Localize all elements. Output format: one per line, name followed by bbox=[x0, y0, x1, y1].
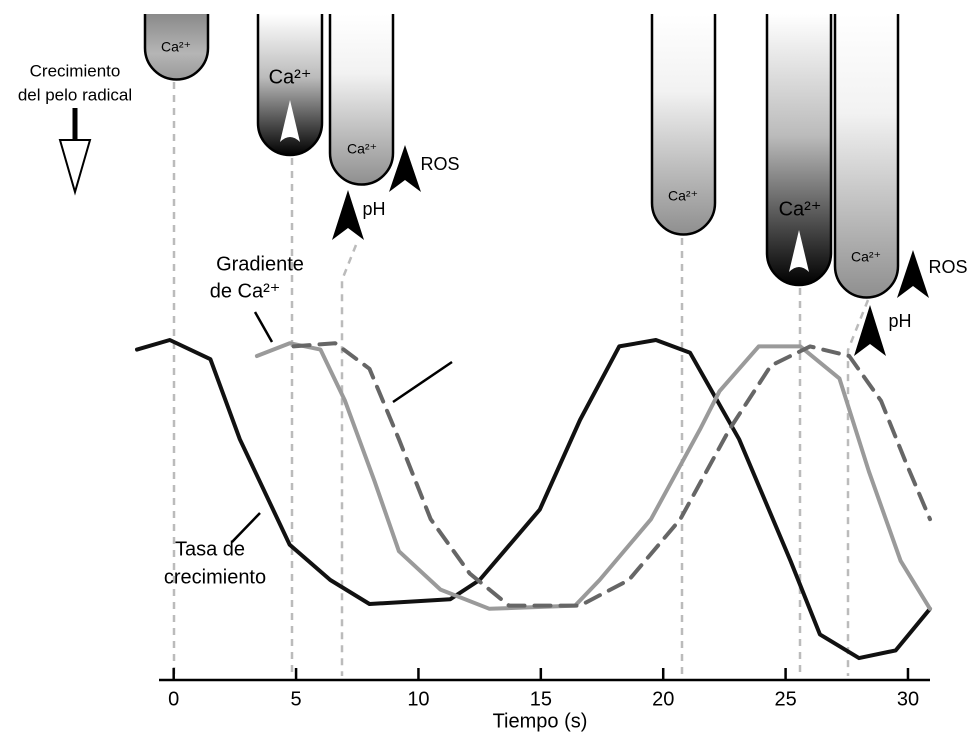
series-line bbox=[135, 338, 932, 661]
tube bbox=[833, 14, 900, 299]
pointer bbox=[231, 512, 261, 543]
pointer bbox=[392, 360, 453, 404]
tube-label: Ca²⁺ bbox=[347, 141, 377, 157]
rate-label: crecimiento bbox=[164, 566, 266, 588]
growth-label: del pelo radical bbox=[18, 85, 132, 104]
tube-label: Ca²⁺ bbox=[779, 198, 822, 220]
tip-arrow bbox=[280, 100, 300, 142]
ros-arrow bbox=[389, 145, 421, 192]
series-line bbox=[291, 341, 932, 608]
series-line bbox=[254, 341, 932, 611]
gradient-label: Gradiente bbox=[216, 253, 304, 275]
x-tick-label: 10 bbox=[407, 688, 429, 710]
x-tick-label: 30 bbox=[897, 688, 919, 710]
tube-label: Ca²⁺ bbox=[269, 66, 312, 88]
ph-arrow bbox=[854, 305, 886, 356]
rate-label: Tasa de bbox=[175, 538, 245, 560]
x-axis-title: Tiempo (s) bbox=[493, 710, 588, 732]
x-tick-label: 25 bbox=[774, 688, 796, 710]
growth-arrowhead bbox=[58, 139, 92, 196]
guides bbox=[172, 82, 870, 676]
tip-arrow bbox=[789, 230, 809, 272]
ph-label: pH bbox=[362, 199, 385, 219]
x-tick-label: 15 bbox=[530, 688, 552, 710]
tube-label: Ca²⁺ bbox=[161, 39, 191, 55]
growth-label: Crecimiento bbox=[30, 61, 121, 80]
x-tick-label: 20 bbox=[652, 688, 674, 710]
plot: 0 5 10 15 20 25 30 bbox=[135, 338, 932, 710]
pointer bbox=[253, 311, 274, 343]
guide bbox=[340, 244, 358, 676]
ph-arrow bbox=[332, 190, 364, 240]
tube bbox=[650, 14, 717, 236]
gradient-label: de Ca²⁺ bbox=[210, 280, 281, 302]
tube bbox=[328, 14, 395, 186]
x-tick-label: 0 bbox=[168, 688, 179, 710]
ph-label: pH bbox=[888, 311, 911, 331]
tube-label: Ca²⁺ bbox=[851, 249, 881, 265]
tube bbox=[143, 14, 210, 81]
tube-label: Ca²⁺ bbox=[668, 188, 698, 204]
tube bbox=[765, 14, 833, 287]
ros-label: ROS bbox=[928, 257, 967, 277]
ros-label: ROS bbox=[420, 154, 459, 174]
ros-arrow bbox=[897, 250, 929, 298]
tube bbox=[256, 14, 324, 157]
guide bbox=[846, 299, 870, 676]
x-tick-label: 5 bbox=[291, 688, 302, 710]
